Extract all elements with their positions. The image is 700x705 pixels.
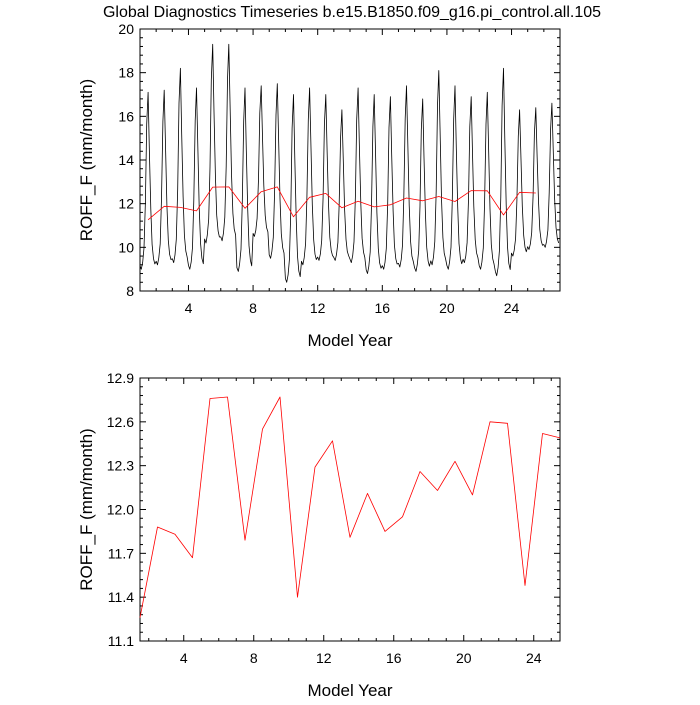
y-tick-label: 16 bbox=[118, 108, 134, 124]
x-axis-label: Model Year bbox=[307, 331, 392, 350]
x-tick-label: 24 bbox=[526, 650, 542, 666]
y-tick-label: 11.4 bbox=[108, 589, 134, 605]
series-line-monthly bbox=[139, 43, 560, 283]
y-tick-label: 14 bbox=[118, 152, 134, 168]
y-tick-label: 8 bbox=[126, 283, 134, 299]
x-tick-label: 4 bbox=[180, 650, 188, 666]
x-tick-label: 16 bbox=[386, 650, 402, 666]
series-line-annual-mean bbox=[147, 186, 536, 221]
y-axis-label: ROFF_F (mm/month) bbox=[77, 79, 96, 241]
y-tick-label: 12.3 bbox=[107, 458, 134, 474]
x-tick-label: 24 bbox=[504, 300, 520, 316]
plot-frame bbox=[139, 377, 561, 642]
plot-frame bbox=[139, 28, 561, 292]
y-axis-label: ROFF_F (mm/month) bbox=[77, 428, 96, 590]
y-tick-label: 12.6 bbox=[107, 414, 134, 430]
y-tick-label: 10 bbox=[118, 239, 134, 255]
y-tick-label: 12.9 bbox=[107, 370, 134, 386]
y-tick-label: 11.1 bbox=[108, 633, 134, 649]
y-tick-label: 20 bbox=[118, 21, 134, 37]
x-tick-label: 8 bbox=[250, 650, 258, 666]
timeseries-panel-annual: 4 8 12 16 20 24 11.1 11.4 11.7 12.0 12.3 12.6 12.9 Mo… bbox=[77, 370, 561, 700]
x-axis-label: Model Year bbox=[307, 681, 392, 700]
y-tick-label: 12 bbox=[118, 196, 134, 212]
y-tick-label: 11.7 bbox=[108, 545, 134, 561]
x-tick-label: 20 bbox=[456, 650, 472, 666]
x-tick-label: 12 bbox=[310, 300, 326, 316]
y-tick-label: 18 bbox=[118, 65, 134, 81]
y-tick-label: 12.0 bbox=[107, 502, 134, 518]
figure-title: Global Diagnostics Timeseries b.e15.B185… bbox=[103, 4, 601, 21]
x-tick-label: 20 bbox=[439, 300, 455, 316]
timeseries-panel-monthly: 4 8 12 16 20 24 8 10 12 14 16 18 20 Model Year ROFF_F … bbox=[77, 21, 561, 350]
x-tick-label: 4 bbox=[185, 300, 193, 316]
series-line-annual-mean bbox=[139, 396, 561, 618]
x-tick-label: 12 bbox=[316, 650, 332, 666]
x-tick-label: 8 bbox=[249, 300, 257, 316]
x-tick-label: 16 bbox=[375, 300, 391, 316]
